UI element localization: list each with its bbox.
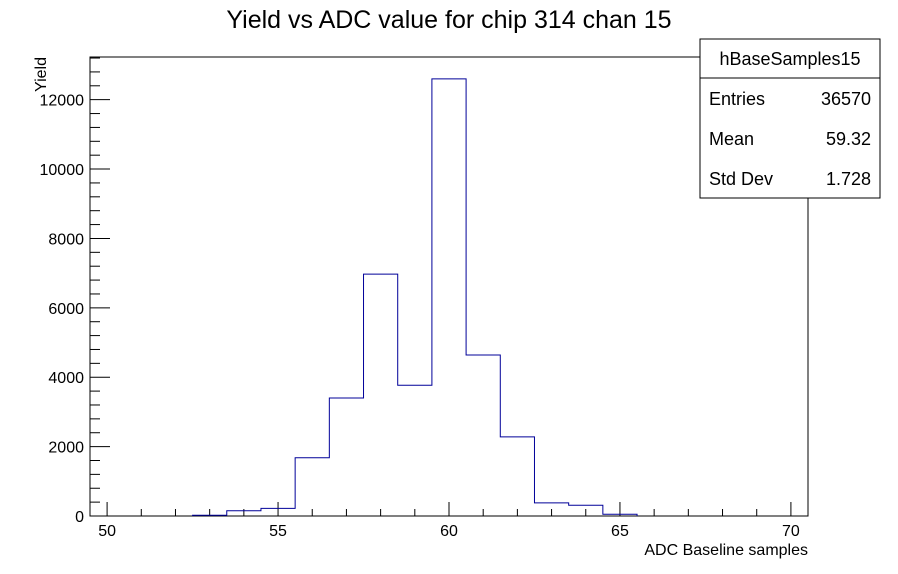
x-tick-label: 55 bbox=[269, 523, 287, 540]
stats-label-entries: Entries bbox=[709, 89, 765, 109]
x-axis: 50 55 60 65 70 bbox=[98, 502, 800, 540]
stats-box-frame bbox=[699, 38, 881, 199]
y-axis: 0 2000 4000 6000 8000 10000 12000 bbox=[40, 57, 110, 526]
histogram-bin bbox=[398, 385, 432, 516]
histogram-outline bbox=[192, 78, 638, 516]
x-tick-label: 60 bbox=[440, 523, 458, 540]
histogram-bin bbox=[500, 437, 534, 516]
stats-value-entries: 36570 bbox=[821, 89, 871, 109]
x-tick-label: 70 bbox=[782, 523, 800, 540]
stats-label-mean: Mean bbox=[709, 129, 754, 149]
y-tick-label: 12000 bbox=[40, 93, 85, 110]
y-tick-label: 10000 bbox=[40, 162, 85, 179]
y-tick-label: 0 bbox=[75, 509, 84, 526]
x-tick-label: 50 bbox=[98, 523, 116, 540]
y-tick-label: 8000 bbox=[48, 231, 84, 248]
x-tick-label: 65 bbox=[611, 523, 629, 540]
y-tick-label: 4000 bbox=[48, 370, 84, 387]
y-tick-label: 6000 bbox=[48, 301, 84, 318]
histogram-bin bbox=[432, 79, 466, 516]
histogram-bin bbox=[329, 398, 363, 516]
histogram-bin bbox=[364, 274, 398, 516]
histogram-bars bbox=[192, 78, 638, 516]
histogram-bin bbox=[295, 458, 329, 516]
histogram-bin bbox=[466, 355, 500, 516]
y-tick-label: 2000 bbox=[48, 440, 84, 457]
stats-histogram-name: hBaseSamples15 bbox=[719, 49, 860, 69]
stats-label-stddev: Std Dev bbox=[709, 169, 773, 189]
chart-title: Yield vs ADC value for chip 314 chan 15 bbox=[226, 6, 671, 34]
stats-value-stddev: 1.728 bbox=[826, 169, 871, 189]
stats-box: hBaseSamples15 Entries 36570 Mean 59.32 … bbox=[699, 38, 881, 199]
x-axis-title: ADC Baseline samples bbox=[644, 542, 808, 559]
y-axis-title: Yield bbox=[33, 57, 50, 92]
stats-value-mean: 59.32 bbox=[826, 129, 871, 149]
